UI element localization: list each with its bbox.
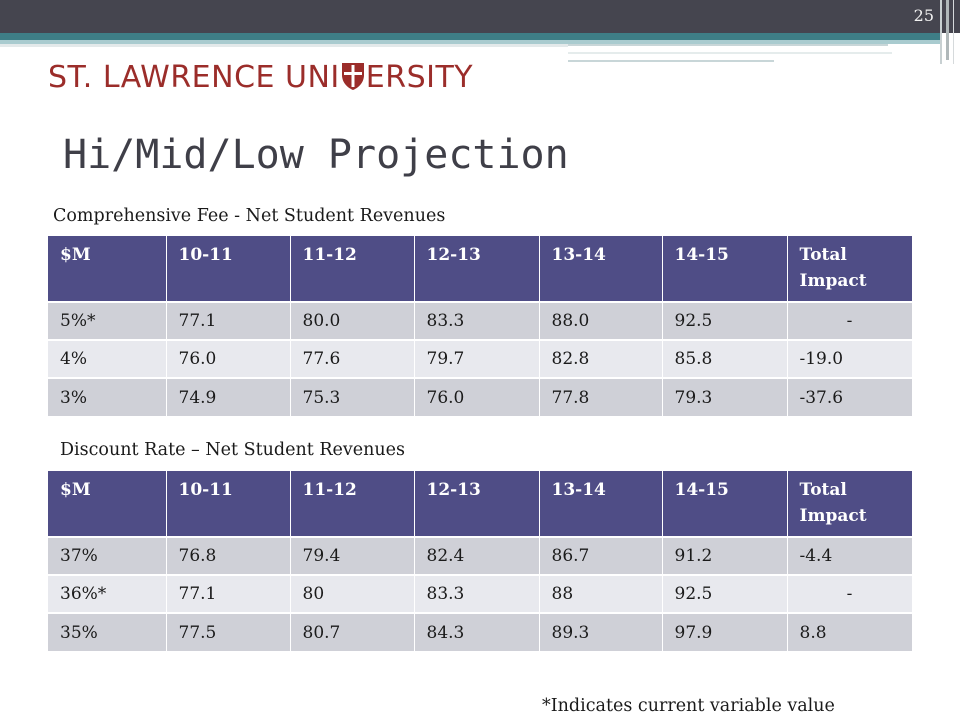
logo-text-right: ERSITY bbox=[365, 60, 474, 95]
table-cell: 77.6 bbox=[290, 339, 415, 378]
table-cell: 83.3 bbox=[414, 574, 540, 613]
table-header-row: $M 10-11 11-12 12-13 13-14 14-15 Total I… bbox=[48, 236, 913, 302]
table-cell: -37.6 bbox=[787, 377, 913, 416]
table-cell: 92.5 bbox=[662, 574, 788, 613]
table2-caption: Discount Rate – Net Student Revenues bbox=[60, 440, 405, 460]
table-cell: 37% bbox=[48, 536, 167, 575]
table-cell: 75.3 bbox=[290, 377, 415, 416]
header-cell: $M bbox=[48, 236, 167, 302]
table-row: 35% 77.5 80.7 84.3 89.3 97.9 8.8 bbox=[48, 612, 913, 651]
table-cell: 91.2 bbox=[662, 536, 788, 575]
header-cell: 12-13 bbox=[414, 471, 540, 537]
decor-vline bbox=[946, 0, 949, 60]
table-row: 37% 76.8 79.4 82.4 86.7 91.2 -4.4 bbox=[48, 536, 913, 575]
slide-number: 25 bbox=[913, 6, 934, 25]
decor-vline bbox=[953, 0, 954, 64]
slide-title: Hi/Mid/Low Projection bbox=[63, 132, 569, 178]
header-cell: 14-15 bbox=[662, 471, 788, 537]
header-cell: $M bbox=[48, 471, 167, 537]
table-cell: -19.0 bbox=[787, 339, 913, 378]
logo-text-left: ST. LAWRENCE UNI bbox=[48, 60, 340, 95]
discount-rate-table: $M 10-11 11-12 12-13 13-14 14-15 Total I… bbox=[48, 471, 913, 651]
decor-vline bbox=[940, 0, 942, 64]
table-row: 4% 76.0 77.6 79.7 82.8 85.8 -19.0 bbox=[48, 339, 913, 378]
decor-line bbox=[568, 52, 892, 54]
table-cell: 85.8 bbox=[662, 339, 788, 378]
table-cell: 77.5 bbox=[166, 612, 291, 651]
header-cell: 11-12 bbox=[290, 471, 415, 537]
table-cell: 4% bbox=[48, 339, 167, 378]
table-cell: 79.3 bbox=[662, 377, 788, 416]
header-cell: 13-14 bbox=[539, 236, 663, 302]
table-cell: 76.8 bbox=[166, 536, 291, 575]
header-cell: 11-12 bbox=[290, 236, 415, 302]
table-cell: 3% bbox=[48, 377, 167, 416]
header-cell: 10-11 bbox=[166, 236, 291, 302]
table-cell: 35% bbox=[48, 612, 167, 651]
table-cell: 92.5 bbox=[662, 301, 788, 340]
table-cell: 80 bbox=[290, 574, 415, 613]
table-cell: 76.0 bbox=[414, 377, 540, 416]
decor-line bbox=[568, 44, 888, 46]
table-cell: 97.9 bbox=[662, 612, 788, 651]
table-row: 5%* 77.1 80.0 83.3 88.0 92.5 - bbox=[48, 301, 913, 340]
table-row: 3% 74.9 75.3 76.0 77.8 79.3 -37.6 bbox=[48, 377, 913, 416]
top-bar bbox=[0, 0, 960, 33]
shield-icon bbox=[341, 61, 365, 102]
table-header-row: $M 10-11 11-12 12-13 13-14 14-15 Total I… bbox=[48, 471, 913, 537]
decor-line bbox=[0, 44, 568, 47]
comprehensive-fee-table: $M 10-11 11-12 12-13 13-14 14-15 Total I… bbox=[48, 236, 913, 416]
table-cell: 89.3 bbox=[539, 612, 663, 651]
decor-line bbox=[568, 60, 774, 62]
table-cell: 77.8 bbox=[539, 377, 663, 416]
accent-stripe bbox=[0, 33, 940, 40]
table-cell: - bbox=[787, 574, 913, 613]
table-cell: 80.7 bbox=[290, 612, 415, 651]
table-cell: 77.1 bbox=[166, 574, 291, 613]
table-cell: -4.4 bbox=[787, 536, 913, 575]
table-cell: 36%* bbox=[48, 574, 167, 613]
header-cell: Total Impact bbox=[787, 471, 913, 537]
table-cell: 88 bbox=[539, 574, 663, 613]
table-cell: 79.4 bbox=[290, 536, 415, 575]
footnote: *Indicates current variable value bbox=[542, 696, 835, 716]
table-cell: 79.7 bbox=[414, 339, 540, 378]
header-cell: 10-11 bbox=[166, 471, 291, 537]
header-cell: 13-14 bbox=[539, 471, 663, 537]
university-logo: ST. LAWRENCE UNI ERSITY bbox=[48, 58, 473, 98]
table-cell: 88.0 bbox=[539, 301, 663, 340]
table-cell: - bbox=[787, 301, 913, 340]
table-cell: 80.0 bbox=[290, 301, 415, 340]
table-cell: 77.1 bbox=[166, 301, 291, 340]
table-cell: 86.7 bbox=[539, 536, 663, 575]
table-cell: 82.4 bbox=[414, 536, 540, 575]
table-cell: 74.9 bbox=[166, 377, 291, 416]
header-cell: 14-15 bbox=[662, 236, 788, 302]
table-cell: 83.3 bbox=[414, 301, 540, 340]
table-cell: 82.8 bbox=[539, 339, 663, 378]
table-cell: 8.8 bbox=[787, 612, 913, 651]
accent-stripe-light bbox=[0, 40, 940, 44]
table-cell: 76.0 bbox=[166, 339, 291, 378]
table-row: 36%* 77.1 80 83.3 88 92.5 - bbox=[48, 574, 913, 613]
table-cell: 84.3 bbox=[414, 612, 540, 651]
table1-caption: Comprehensive Fee - Net Student Revenues bbox=[53, 206, 446, 226]
table-cell: 5%* bbox=[48, 301, 167, 340]
header-cell: 12-13 bbox=[414, 236, 540, 302]
header-cell: Total Impact bbox=[787, 236, 913, 302]
